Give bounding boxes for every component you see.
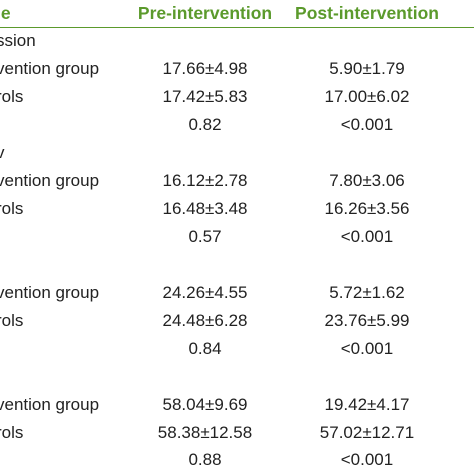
post-value: 17.00±6.02 (324, 87, 410, 106)
row-label: vention group (0, 395, 100, 414)
post-value: 57.02±12.71 (319, 423, 415, 442)
row-label: vention group (0, 171, 100, 190)
header-rule (0, 27, 474, 28)
post-value: 5.90±1.79 (329, 59, 405, 78)
table-row: rols 17.42±5.83 17.00±6.02 (0, 83, 474, 111)
section-title: v (0, 143, 5, 162)
pre-value: 0.57 (188, 227, 222, 246)
pre-value: 0.84 (188, 339, 222, 358)
table-header-row: le Pre-intervention Post-intervention (0, 0, 474, 27)
table-row: 0.82 <0.001 (0, 111, 474, 139)
table-row: 0.57 <0.001 (0, 223, 474, 251)
row-label: vention group (0, 283, 100, 302)
post-value: 23.76±5.99 (324, 311, 410, 330)
section-title-row (0, 251, 474, 279)
table-row: 0.88 <0.001 (0, 446, 474, 474)
table-row: rols 58.38±12.58 57.02±12.71 (0, 419, 474, 447)
header-variable-label: le (0, 3, 11, 23)
pre-value: 16.48±3.48 (162, 199, 248, 218)
row-label: rols (0, 423, 24, 442)
pre-value: 24.26±4.55 (162, 283, 248, 302)
table-row: vention group 58.04±9.69 19.42±4.17 (0, 391, 474, 419)
row-label: rols (0, 199, 24, 218)
post-value: <0.001 (340, 227, 394, 246)
section-title-row: ssion (0, 27, 474, 55)
pre-value: 17.66±4.98 (162, 59, 248, 78)
pre-value: 0.88 (188, 450, 222, 469)
pre-value: 16.12±2.78 (162, 171, 248, 190)
pre-value: 58.38±12.58 (157, 423, 253, 442)
post-value: 5.72±1.62 (329, 283, 405, 302)
pre-value: 58.04±9.69 (162, 395, 248, 414)
table-row: vention group 16.12±2.78 7.80±3.06 (0, 167, 474, 195)
table-row: rols 24.48±6.28 23.76±5.99 (0, 307, 474, 335)
pre-value: 17.42±5.83 (162, 87, 248, 106)
section-title: ssion (0, 31, 36, 50)
post-value: <0.001 (340, 115, 394, 134)
row-label: rols (0, 87, 24, 106)
post-value: 16.26±3.56 (324, 199, 410, 218)
post-value: <0.001 (340, 450, 394, 469)
pre-value: 0.82 (188, 115, 222, 134)
section-title-row (0, 363, 474, 391)
table-row: 0.84 <0.001 (0, 335, 474, 363)
header-post-intervention: Post-intervention (295, 3, 439, 23)
post-value: 19.42±4.17 (324, 395, 410, 414)
table-row: rols 16.48±3.48 16.26±3.56 (0, 195, 474, 223)
post-value: 7.80±3.06 (329, 171, 405, 190)
row-label: vention group (0, 59, 100, 78)
pre-value: 24.48±6.28 (162, 311, 248, 330)
table-row: vention group 24.26±4.55 5.72±1.62 (0, 279, 474, 307)
header-pre-intervention: Pre-intervention (137, 3, 273, 23)
table-row: vention group 17.66±4.98 5.90±1.79 (0, 55, 474, 83)
section-title-row: v (0, 139, 474, 167)
row-label: rols (0, 311, 24, 330)
post-value: <0.001 (340, 339, 394, 358)
